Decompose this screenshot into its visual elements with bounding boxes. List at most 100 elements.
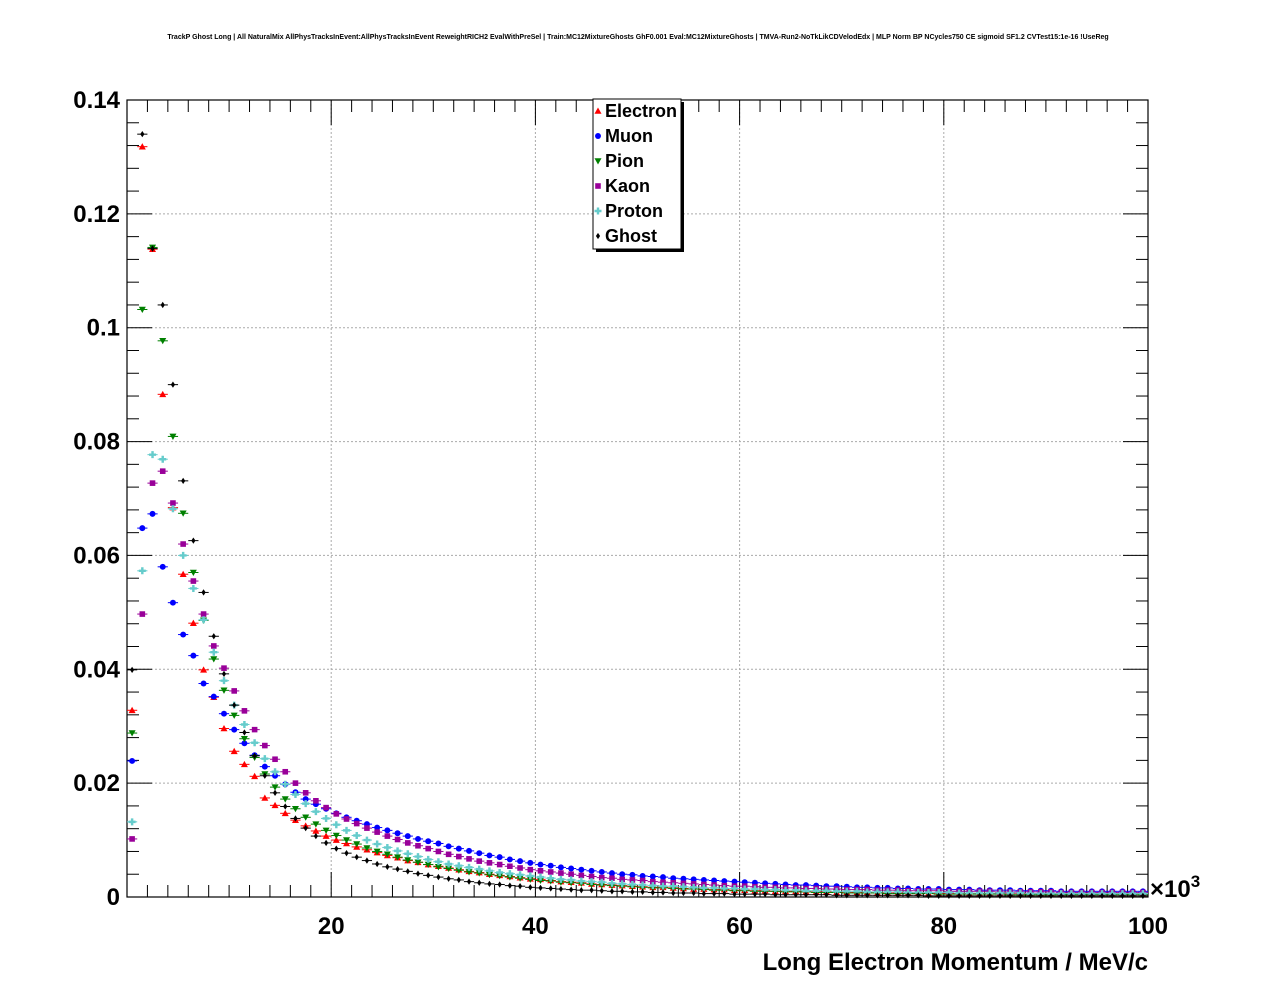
y-tick-label: 0.1	[87, 315, 120, 342]
point-ghost	[671, 889, 676, 897]
point-ghost	[773, 891, 778, 898]
point-kaon	[629, 877, 636, 883]
point-muon	[149, 510, 156, 517]
point-electron	[179, 570, 187, 578]
point-kaon	[404, 840, 411, 846]
point-kaon	[650, 878, 656, 885]
point-proton	[251, 739, 259, 747]
point-pion	[210, 656, 218, 663]
point-proton	[935, 888, 943, 896]
point-ghost	[415, 870, 421, 877]
point-proton	[261, 755, 269, 763]
point-muon	[629, 871, 636, 878]
point-kaon	[129, 836, 135, 842]
point-ghost	[1028, 892, 1033, 900]
legend-label-muon: Muon	[605, 126, 653, 146]
point-pion	[240, 735, 248, 743]
point-kaon	[262, 742, 268, 749]
point-pion	[404, 857, 412, 864]
point-kaon	[149, 480, 156, 486]
series-kaon	[127, 468, 1148, 896]
point-muon	[272, 772, 279, 779]
point-proton	[516, 871, 524, 879]
point-ghost	[834, 892, 839, 899]
point-proton	[353, 832, 361, 840]
point-ghost	[681, 889, 686, 897]
point-pion	[189, 569, 197, 577]
point-ghost	[1110, 892, 1115, 900]
point-pion	[424, 861, 432, 869]
point-pion	[414, 859, 422, 866]
point-proton	[485, 867, 493, 875]
point-kaon	[578, 872, 585, 879]
point-proton	[138, 567, 146, 575]
point-pion	[516, 875, 524, 882]
point-kaon	[619, 876, 625, 883]
point-muon	[200, 680, 207, 687]
x-axis-title: Long Electron Momentum / MeV/c	[763, 949, 1148, 976]
point-kaon	[170, 500, 176, 506]
point-proton	[445, 860, 453, 868]
point-muon	[169, 599, 176, 606]
point-proton	[771, 886, 779, 894]
point-ghost	[569, 886, 574, 893]
point-kaon	[353, 820, 360, 827]
point-proton	[220, 677, 228, 685]
legend-label-ghost: Ghost	[605, 226, 657, 246]
point-kaon	[394, 836, 401, 843]
point-kaon	[527, 866, 534, 873]
point-proton	[240, 721, 248, 729]
point-ghost	[967, 892, 972, 900]
point-ghost	[854, 892, 860, 899]
point-proton	[608, 879, 616, 887]
point-muon	[660, 874, 667, 881]
point-kaon	[374, 829, 380, 835]
point-ghost	[763, 891, 768, 898]
point-ghost	[1140, 892, 1145, 900]
point-kaon	[343, 816, 350, 822]
point-pion	[271, 784, 279, 791]
point-ghost	[262, 772, 267, 779]
point-muon	[241, 740, 248, 747]
point-kaon	[537, 868, 544, 874]
point-proton	[567, 876, 575, 884]
point-ghost	[528, 884, 533, 891]
point-proton	[833, 887, 841, 895]
point-pion	[353, 841, 361, 848]
point-muon	[598, 868, 605, 875]
point-kaon	[558, 870, 564, 876]
point-ghost	[957, 892, 962, 900]
point-proton	[782, 886, 790, 894]
x-tick-label: 100	[1128, 913, 1168, 940]
point-ghost	[170, 381, 176, 388]
point-muon	[139, 525, 146, 532]
point-kaon	[333, 811, 340, 817]
point-ghost	[946, 892, 952, 900]
point-muon	[394, 830, 401, 837]
point-proton	[822, 887, 830, 895]
point-ghost	[711, 890, 717, 897]
point-muon	[690, 876, 697, 883]
series-proton	[127, 451, 1148, 898]
point-ghost	[252, 752, 257, 759]
point-ghost	[793, 891, 798, 898]
point-ghost	[650, 889, 655, 896]
point-kaon	[180, 541, 186, 547]
point-proton	[812, 887, 820, 895]
point-electron	[230, 747, 238, 755]
point-kaon	[609, 875, 615, 882]
point-kaon	[547, 869, 554, 875]
point-kaon	[221, 665, 227, 671]
point-ghost	[1069, 892, 1074, 900]
point-kaon	[588, 873, 595, 880]
point-kaon	[486, 860, 493, 866]
point-proton	[271, 768, 279, 776]
point-ghost	[436, 873, 441, 881]
point-proton	[669, 882, 677, 890]
point-ghost	[926, 892, 931, 900]
point-pion	[169, 433, 177, 440]
point-muon	[445, 843, 452, 850]
point-muon	[557, 864, 564, 871]
point-ghost	[283, 803, 288, 810]
point-ghost	[191, 537, 196, 544]
